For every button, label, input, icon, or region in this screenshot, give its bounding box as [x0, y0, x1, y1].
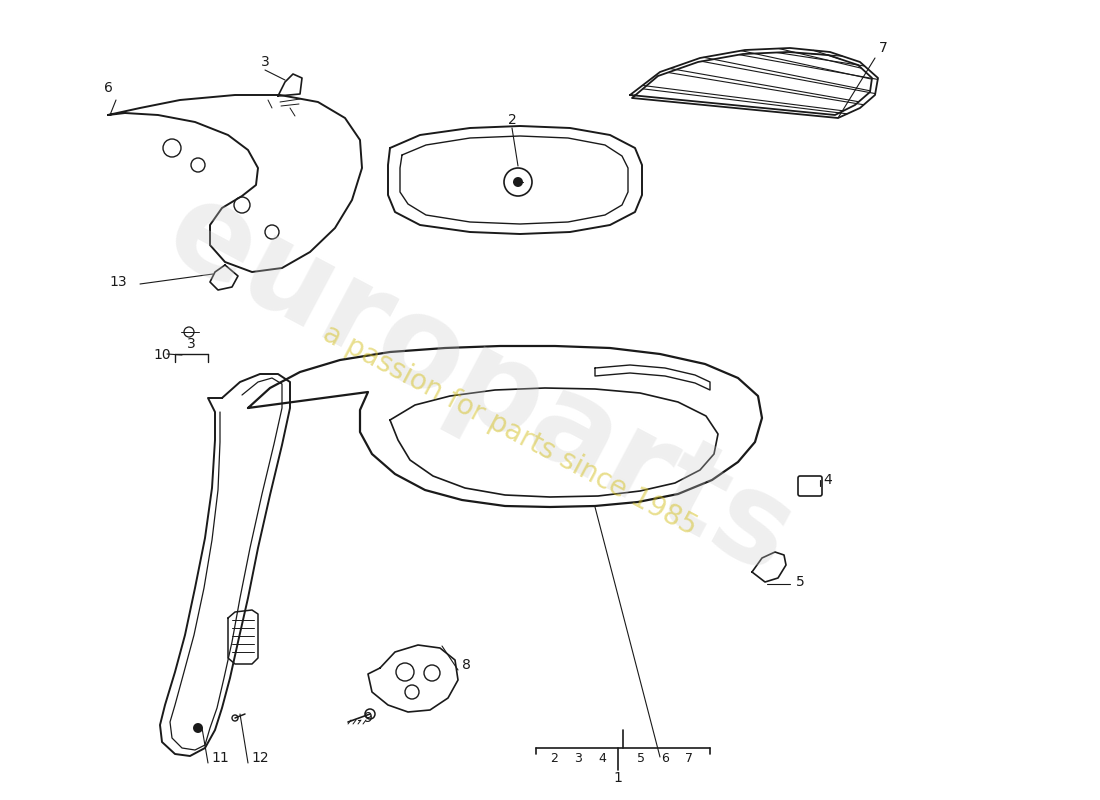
Text: 12: 12: [251, 751, 268, 765]
Text: 4: 4: [824, 473, 833, 487]
Text: 7: 7: [879, 41, 888, 55]
Text: a passion for parts since 1985: a passion for parts since 1985: [318, 319, 702, 541]
Text: 11: 11: [211, 751, 229, 765]
Text: 2: 2: [550, 751, 558, 765]
Text: 5: 5: [795, 575, 804, 589]
Text: 8: 8: [462, 658, 471, 672]
Text: 2: 2: [507, 113, 516, 127]
Text: 3: 3: [187, 337, 196, 351]
Text: 10: 10: [153, 348, 170, 362]
Text: 7: 7: [685, 751, 693, 765]
Text: 3: 3: [574, 751, 582, 765]
Text: 3: 3: [261, 55, 270, 69]
FancyBboxPatch shape: [798, 476, 822, 496]
Text: 6: 6: [103, 81, 112, 95]
Text: 6: 6: [661, 751, 669, 765]
Text: 13: 13: [109, 275, 126, 289]
Text: 4: 4: [598, 751, 606, 765]
Text: 5: 5: [637, 751, 645, 765]
Text: europarts: europarts: [146, 170, 813, 601]
Text: 9: 9: [364, 711, 373, 725]
Circle shape: [514, 178, 522, 186]
Text: 1: 1: [614, 771, 623, 785]
Circle shape: [194, 724, 202, 732]
